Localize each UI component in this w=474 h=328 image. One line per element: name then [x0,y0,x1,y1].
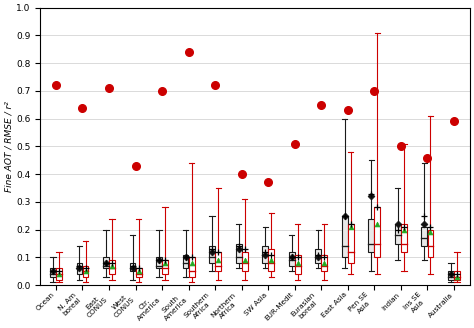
Bar [103,257,109,269]
Bar [136,269,142,277]
Bar [395,224,401,243]
Bar [182,255,189,269]
Bar [215,252,221,271]
Bar [428,230,433,257]
Bar [50,269,56,277]
Bar [268,249,274,271]
Bar [421,227,427,246]
Bar [242,252,247,271]
Bar [295,255,301,274]
Bar [189,257,194,277]
Y-axis label: Fine AOT / RMSE / r²: Fine AOT / RMSE / r² [4,101,13,192]
Bar [342,216,347,257]
Bar [129,263,136,271]
Bar [56,269,62,279]
Bar [236,243,242,263]
Bar [315,249,321,263]
Bar [109,260,115,274]
Bar [76,263,82,274]
Bar [209,246,215,263]
Bar [156,257,162,269]
Bar [448,271,454,279]
Bar [289,252,295,266]
Bar [262,246,268,263]
Bar [454,271,460,279]
Bar [82,266,89,277]
Bar [368,218,374,252]
Bar [401,224,407,252]
Bar [374,207,380,257]
Bar [348,224,354,263]
Bar [162,260,168,274]
Bar [321,255,327,271]
